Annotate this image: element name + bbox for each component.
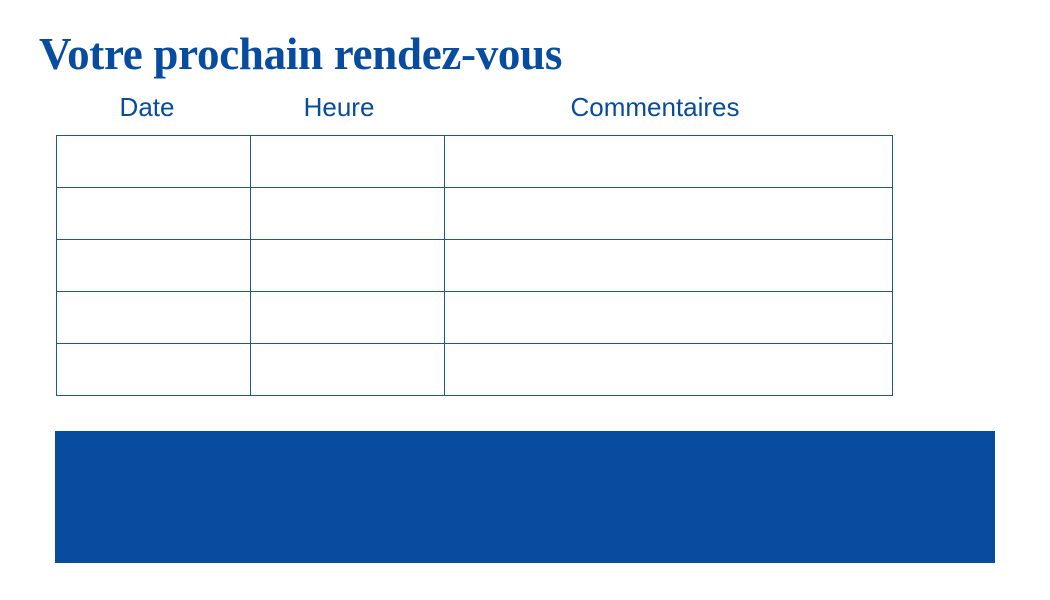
cell-commentaires[interactable]: [444, 343, 893, 396]
cell-commentaires[interactable]: [444, 291, 893, 344]
cell-heure[interactable]: [250, 239, 445, 292]
cell-date[interactable]: [56, 239, 251, 292]
cell-commentaires[interactable]: [444, 187, 893, 240]
table-row: [56, 135, 893, 188]
column-header-heure: Heure: [303, 92, 375, 122]
table-row: [56, 187, 893, 240]
cell-commentaires[interactable]: [444, 239, 893, 292]
cell-date[interactable]: [56, 135, 251, 188]
blue-banner: [55, 431, 995, 563]
page-title: Votre prochain rendez-vous: [39, 29, 563, 79]
appointment-table: [56, 135, 893, 396]
cell-heure[interactable]: [250, 291, 445, 344]
cell-date[interactable]: [56, 291, 251, 344]
cell-heure[interactable]: [250, 343, 445, 396]
cell-date[interactable]: [56, 187, 251, 240]
column-header-date: Date: [119, 92, 175, 122]
table-row: [56, 343, 893, 396]
column-header-commentaires: Commentaires: [570, 92, 740, 122]
cell-commentaires[interactable]: [444, 135, 893, 188]
cell-heure[interactable]: [250, 135, 445, 188]
cell-heure[interactable]: [250, 187, 445, 240]
table-row: [56, 239, 893, 292]
table-row: [56, 291, 893, 344]
cell-date[interactable]: [56, 343, 251, 396]
